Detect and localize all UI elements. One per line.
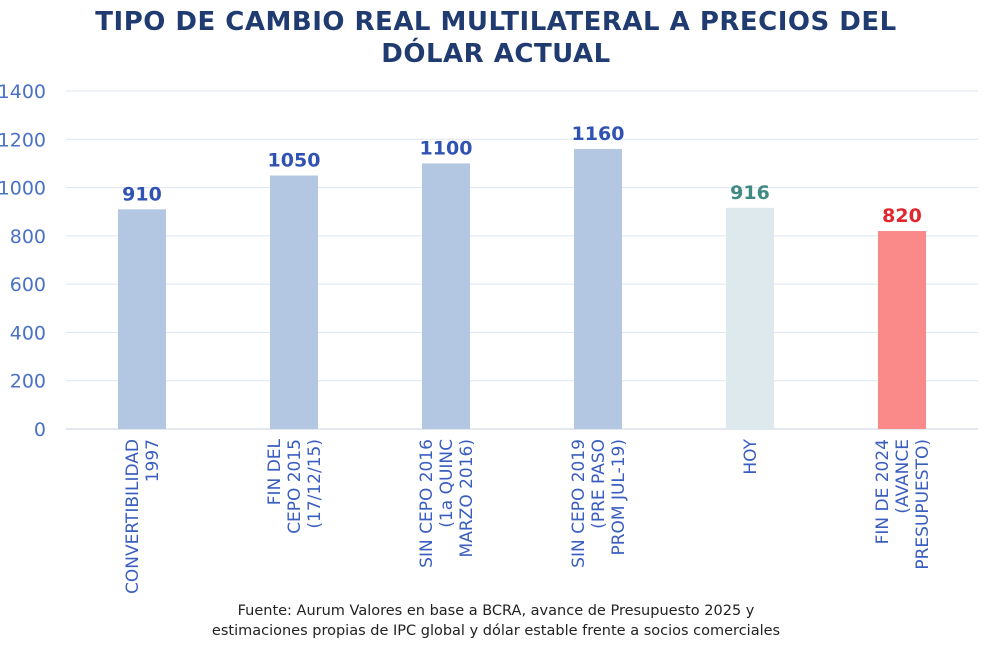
category-label: FIN DE 2024 (AVANCE PRESUPUESTO) (873, 439, 933, 570)
category-label-line: (17/12/15) (305, 439, 325, 529)
category-label-line: SIN CEPO 2016 (417, 439, 437, 568)
bar (574, 148, 622, 429)
category-label-line: 1997 (143, 439, 163, 482)
bar (726, 207, 774, 429)
y-tick-label: 0 (34, 419, 46, 441)
y-tick-label: 600 (10, 274, 46, 296)
source-line-2: estimaciones propias de IPC global y dól… (211, 623, 781, 639)
chart-title: TIPO DE CAMBIO REAL MULTILATERAL A PRECI… (0, 6, 992, 70)
data-label: 820 (882, 205, 922, 227)
bar (118, 209, 166, 429)
source-note: Fuente: Aurum Valores en base a BCRA, av… (0, 601, 992, 641)
category-label-line: MARZO 2016) (457, 439, 477, 557)
category-label-line: FIN DE 2024 (873, 439, 893, 544)
category-label: HOY (741, 438, 761, 474)
category-label-line: HOY (741, 438, 761, 474)
category-label-line: CONVERTIBILIDAD (123, 439, 143, 594)
category-label-line: CEPO 2015 (285, 439, 305, 534)
category-label-line: PRESUPUESTO) (913, 439, 933, 570)
category-label-line: SIN CEPO 2019 (569, 439, 589, 568)
category-label-line: PROM JUL-19) (609, 439, 629, 556)
y-tick-label: 1200 (0, 129, 46, 151)
y-tick-label: 800 (10, 226, 46, 248)
source-line-1: Fuente: Aurum Valores en base a BCRA, av… (237, 603, 755, 619)
category-label-line: (AVANCE (893, 439, 913, 514)
y-tick-label: 1400 (0, 81, 46, 103)
category-label: SIN CEPO 2016 (1a QUINC MARZO 2016) (417, 439, 477, 568)
y-tick-label: 400 (10, 322, 46, 344)
category-label: FIN DEL CEPO 2015 (17/12/15) (265, 438, 325, 533)
chart-title-line-1: TIPO DE CAMBIO REAL MULTILATERAL A PRECI… (95, 7, 897, 37)
data-label: 1050 (268, 150, 321, 172)
bar (422, 163, 470, 429)
bar (878, 231, 926, 429)
category-label-line: FIN DEL (265, 438, 285, 505)
y-tick-label: 1000 (0, 178, 46, 200)
category-label: SIN CEPO 2019 (PRE PASO PROM JUL-19) (569, 439, 629, 568)
data-label: 1160 (572, 123, 625, 145)
data-label: 910 (122, 183, 162, 205)
data-label: 916 (730, 182, 770, 204)
y-tick-label: 200 (10, 371, 46, 393)
bar (270, 175, 318, 429)
chart-title-line-2: DÓLAR ACTUAL (381, 39, 611, 69)
category-label: CONVERTIBILIDAD 1997 (123, 439, 163, 594)
category-label-line: (1a QUINC (437, 439, 457, 528)
category-label-line: (PRE PASO (589, 439, 609, 529)
data-label: 1100 (420, 137, 473, 159)
